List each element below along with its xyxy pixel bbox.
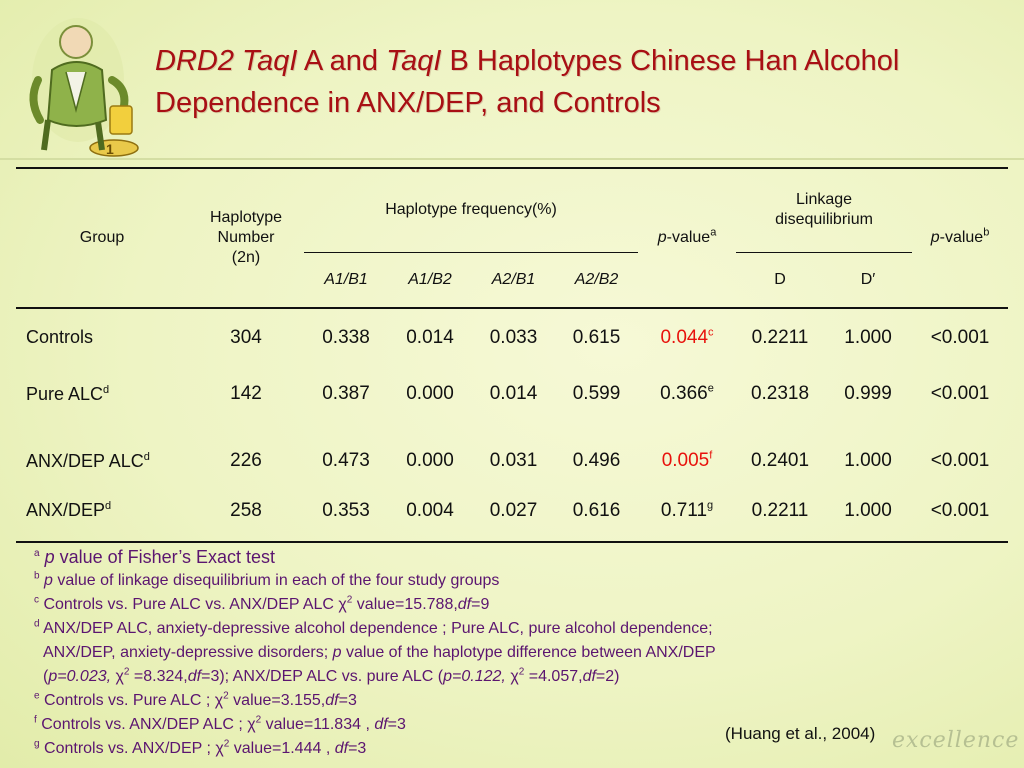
row-p-value-b: <0.001 xyxy=(930,326,990,348)
header-haplotype-frequency: Haplotype frequency(%) xyxy=(304,168,639,253)
row-a1b2: 0.000 xyxy=(406,450,454,471)
row-a2b1: 0.031 xyxy=(489,450,538,471)
row-p-value-b: <0.001 xyxy=(930,383,990,404)
row-group: Pure ALCd xyxy=(26,383,110,404)
svg-text:1: 1 xyxy=(106,141,114,157)
title-line-2: Dependence in ANX/DEP, and Controls xyxy=(155,87,661,119)
haplotype-table: Group Haplotype Number (2n) Haplotype freq… xyxy=(16,167,1009,543)
row-a1b2: 0.014 xyxy=(406,326,454,348)
row-dprime: 0.999 xyxy=(844,383,892,404)
row-dprime: 1.000 xyxy=(844,326,892,348)
table-row: Pure ALCd 142 0.387 0.000 0.014 0.599 0.… xyxy=(16,366,1008,422)
row-p-value: 0.044c xyxy=(660,326,714,348)
excellence-watermark: excellence xyxy=(892,728,1020,753)
row-p-value-b: <0.001 xyxy=(930,500,990,521)
row-a2b1: 0.033 xyxy=(489,326,538,348)
row-n: 226 xyxy=(230,450,262,471)
row-p-value: 0.711g xyxy=(660,499,714,521)
row-a1b1: 0.387 xyxy=(322,383,370,404)
row-a2b2: 0.615 xyxy=(572,326,621,348)
row-group: ANX/DEPd xyxy=(26,500,112,520)
footnote-d-line3: (p=0.023, χ2 =8.324,df=3); ANX/DEP ALC v… xyxy=(43,666,620,685)
row-d: 0.2318 xyxy=(750,383,810,404)
row-a2b2: 0.496 xyxy=(572,450,621,471)
table-row: ANX/DEPd 258 0.353 0.004 0.027 0.616 0.7… xyxy=(16,499,1009,542)
row-p-value: 0.366e xyxy=(660,382,714,404)
row-a2b1: 0.014 xyxy=(489,383,538,404)
row-n: 142 xyxy=(230,383,262,404)
row-d: 0.2211 xyxy=(751,326,809,348)
footnote-a: a p value of Fisher’s Exact test xyxy=(34,547,276,567)
footnotes: a p value of Fisher’s Exact test b p val… xyxy=(34,545,716,761)
header-p-value-b: p-valueb xyxy=(930,226,990,246)
row-d: 0.2401 xyxy=(750,450,810,471)
title-line-1: DRD2 TaqI A and TaqI B Haplotypes Chines… xyxy=(155,45,900,77)
row-group: ANX/DEP ALCd xyxy=(26,450,150,471)
footnote-e: e Controls vs. Pure ALC ; χ2 value=3.155… xyxy=(34,690,357,709)
header-a1b2: A1/B2 xyxy=(408,270,452,288)
row-a1b1: 0.473 xyxy=(322,450,370,471)
row-a1b1: 0.338 xyxy=(322,326,370,348)
footnote-b: b p value of linkage disequilibrium in e… xyxy=(34,570,500,589)
footnote-f: f Controls vs. ANX/DEP ALC ; χ2 value=11… xyxy=(34,714,406,733)
table-row: ANX/DEP ALCd 226 0.473 0.000 0.031 0.496… xyxy=(16,422,1008,500)
header-haplotype-number: Haplotype Number (2n) xyxy=(209,209,283,266)
header-d: D xyxy=(774,270,786,288)
header-linkage-disequilibrium: Linkage disequilibrium xyxy=(736,168,913,253)
header-divider xyxy=(0,158,1024,160)
row-n: 258 xyxy=(230,500,262,521)
row-dprime: 1.000 xyxy=(844,500,892,521)
row-a2b2: 0.599 xyxy=(572,383,621,404)
row-p-value-b: <0.001 xyxy=(930,450,990,471)
footnote-g: g Controls vs. ANX/DEP ; χ2 value=1.444 … xyxy=(34,738,367,757)
row-p-value: 0.005f xyxy=(661,449,713,471)
row-a2b1: 0.027 xyxy=(489,500,538,521)
trophy-figure-logo: 1 xyxy=(29,18,139,157)
row-dprime: 1.000 xyxy=(844,450,892,471)
row-a2b2: 0.616 xyxy=(572,500,621,521)
row-group: Controls xyxy=(26,327,94,347)
table-row: Controls 304 0.338 0.014 0.033 0.615 0.0… xyxy=(16,308,1009,366)
row-a1b1: 0.353 xyxy=(322,500,370,521)
header-group: Group xyxy=(79,229,125,246)
footnote-d: d ANX/DEP ALC, anxiety-depressive alcoho… xyxy=(34,618,713,637)
slide-title: DRD2 TaqI A and TaqI B Haplotypes Chines… xyxy=(155,40,1024,124)
row-d: 0.2211 xyxy=(751,500,809,521)
row-n: 304 xyxy=(230,326,262,348)
header-p-value-a: p-valuea xyxy=(657,226,717,246)
header-a2b1: A2/B1 xyxy=(491,270,536,288)
row-a1b2: 0.000 xyxy=(406,383,454,404)
citation: (Huang et al., 2004) xyxy=(725,724,876,743)
row-a1b2: 0.004 xyxy=(406,500,454,521)
footnote-d-line2: ANX/DEP, anxiety-depressive disorders; p… xyxy=(43,644,716,661)
header-dprime: D′ xyxy=(860,270,876,288)
footnote-c: c Controls vs. Pure ALC vs. ANX/DEP ALC … xyxy=(34,594,490,613)
header-a2b2: A2/B2 xyxy=(574,270,619,288)
header-a1b1: A1/B1 xyxy=(324,270,368,288)
